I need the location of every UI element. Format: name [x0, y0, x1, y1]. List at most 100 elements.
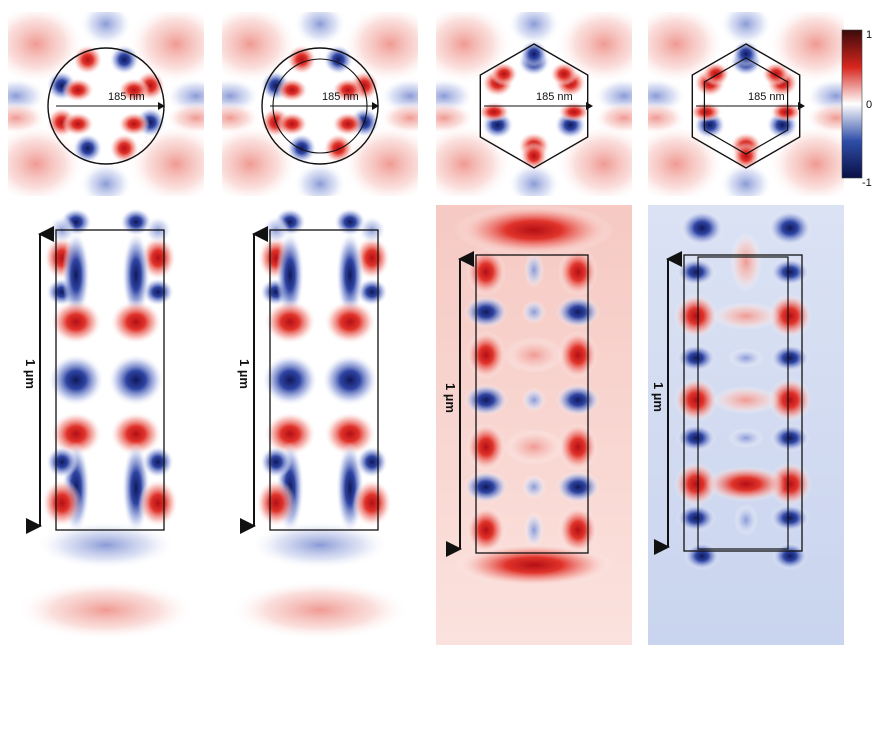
nanowire-outline	[55, 229, 165, 531]
field-lobe	[768, 12, 844, 84]
field-lobe	[770, 344, 810, 372]
field-lobe	[332, 112, 364, 136]
cross-section-panel: 185 nm	[222, 12, 418, 196]
field-lobe	[122, 231, 150, 319]
field-lobe	[648, 12, 724, 84]
field-lobe	[594, 102, 632, 134]
length-label: 1 µm	[651, 382, 666, 412]
field-lobe	[550, 62, 578, 86]
field-lobe	[466, 423, 506, 471]
field-lobe	[770, 258, 810, 286]
field-lobe	[520, 40, 548, 68]
field-lobe	[674, 294, 718, 338]
field-lobe	[120, 208, 152, 236]
field-lobe	[222, 102, 260, 134]
field-lobe	[276, 112, 308, 136]
field-lobe	[504, 337, 564, 373]
field-map	[8, 12, 204, 196]
field-lobe	[520, 142, 548, 170]
field-lobe	[128, 124, 204, 196]
field-lobe	[768, 294, 812, 338]
field-lobe	[454, 205, 614, 256]
field-lobe	[558, 102, 590, 122]
field-lobe	[142, 446, 174, 478]
field-lobe	[264, 300, 316, 344]
radius-label: 185 nm	[748, 91, 785, 103]
shell-outline	[703, 57, 789, 155]
field-lobe	[762, 62, 790, 86]
field-lobe	[46, 446, 78, 478]
field-lobe	[522, 475, 546, 499]
field-lobe	[334, 208, 366, 236]
field-lobe	[222, 12, 298, 84]
radius-label: 185 nm	[108, 91, 145, 103]
field-lobe	[118, 112, 150, 136]
field-lobe	[734, 504, 758, 536]
field-lobe	[286, 133, 317, 164]
field-lobe	[256, 479, 296, 527]
field-lobe	[720, 12, 772, 46]
field-lobe	[702, 62, 730, 86]
field-lobe	[108, 354, 164, 406]
field-lobe	[262, 354, 318, 406]
side-view-panel: 1 µm	[648, 205, 844, 645]
field-lobe	[110, 412, 162, 456]
radius-label: 185 nm	[536, 91, 573, 103]
nanowire-outline	[691, 43, 801, 169]
field-map	[222, 12, 418, 196]
field-lobe	[648, 102, 686, 134]
field-lobe	[684, 542, 720, 570]
nanowire-outline	[683, 254, 803, 552]
field-lobe	[712, 386, 780, 414]
field-lobe	[478, 102, 510, 122]
field-lobe	[508, 12, 560, 46]
field-lobe	[728, 428, 764, 448]
colorbar: 1 0 -1	[841, 29, 872, 189]
field-lobe	[732, 142, 760, 170]
field-lobe	[324, 300, 376, 344]
field-lobe	[16, 580, 196, 640]
nanowire-outline	[269, 229, 379, 531]
field-lobe	[674, 378, 718, 422]
field-lobe	[556, 471, 600, 503]
side-view-panel: 1 µm	[8, 205, 204, 645]
field-map	[436, 12, 632, 196]
field-lobe	[556, 12, 632, 84]
colorbar-max-label: 1	[866, 29, 872, 41]
colorbar-mid-label: 0	[866, 99, 872, 111]
field-lobe	[50, 300, 102, 344]
nanowire-outline	[479, 43, 589, 169]
side-view-panel: 1 µm	[436, 205, 632, 645]
field-lobe	[356, 278, 388, 306]
radius-label: 185 nm	[322, 91, 359, 103]
field-lobe	[324, 412, 376, 456]
field-lobe	[770, 102, 802, 122]
field-lobe	[80, 162, 132, 196]
field-lobe	[556, 296, 600, 328]
field-lobe	[294, 12, 346, 46]
field-lobe	[732, 40, 760, 68]
field-lobe	[42, 479, 82, 527]
cross-section-row: 185 nm 185 nm 185 nm 185 nm	[8, 12, 844, 196]
side-view-panel: 1 µm	[222, 205, 418, 645]
field-lobe	[142, 278, 174, 306]
panel-background	[8, 205, 204, 645]
field-lobe	[508, 162, 560, 196]
nanowire-outline	[475, 254, 589, 554]
field-lobe	[276, 231, 304, 319]
length-label: 1 µm	[237, 359, 252, 389]
field-lobe	[436, 124, 512, 196]
field-lobe	[768, 462, 812, 506]
field-lobe	[556, 384, 600, 416]
field-lobe	[336, 231, 364, 319]
field-lobe	[36, 521, 176, 569]
field-lobe	[264, 412, 316, 456]
field-lobe	[166, 102, 204, 134]
field-lobe	[323, 133, 354, 164]
field-lobe	[806, 102, 844, 134]
field-lobe	[322, 354, 378, 406]
field-lobe	[62, 231, 90, 319]
field-lobe	[556, 124, 632, 196]
field-lobe	[342, 124, 418, 196]
shell-outline	[697, 256, 789, 550]
